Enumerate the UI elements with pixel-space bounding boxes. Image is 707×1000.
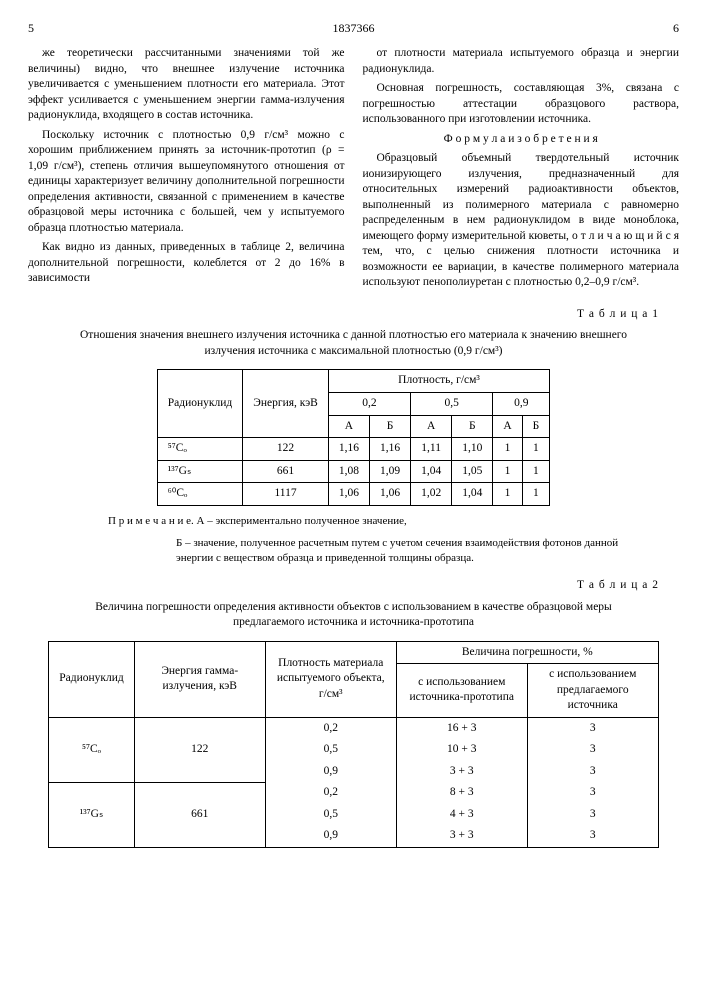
table-cell: ¹³⁷Gₛ xyxy=(157,460,243,483)
paragraph: от плотности материала испытуемого образ… xyxy=(363,46,680,77)
table-cell: 16 + 3 xyxy=(396,717,527,739)
table-row: ⁵⁷Cₒ1220,216 + 33 xyxy=(49,717,659,739)
table-cell: 1,05 xyxy=(452,460,493,483)
table-cell: ⁵⁷Cₒ xyxy=(49,717,135,782)
table-cell: 3 + 3 xyxy=(396,825,527,847)
right-column: от плотности материала испытуемого образ… xyxy=(363,46,680,295)
table-cell: 1 xyxy=(493,483,522,506)
table-cell: 1 xyxy=(522,483,550,506)
col-header: Энергия гамма-излучения, кэВ xyxy=(134,641,265,717)
col-header: Величина погрешности, % xyxy=(396,641,658,664)
table-cell: 661 xyxy=(243,460,329,483)
table-cell: 1 xyxy=(522,460,550,483)
table-cell: 1,02 xyxy=(411,483,452,506)
two-column-text: же теоретически рассчитанными значениями… xyxy=(28,46,679,295)
table-row: ⁵⁷Cₒ1221,161,161,111,1011 xyxy=(157,438,549,461)
table-cell: 10 + 3 xyxy=(396,739,527,761)
col-header: с использованием предлагаемого источника xyxy=(527,664,658,718)
paragraph: Поскольку источник с плотностью 0,9 г/см… xyxy=(28,128,345,237)
table-cell: 0,9 xyxy=(265,761,396,783)
table-cell: ⁵⁷Cₒ xyxy=(157,438,243,461)
table1-note-b: Б – значение, полученное расчетным путем… xyxy=(176,536,649,566)
table-row: ¹³⁷Gₛ6611,081,091,041,0511 xyxy=(157,460,549,483)
col-header: 0,9 xyxy=(493,392,550,415)
table-row: ¹³⁷Gₛ6610,28 + 33 xyxy=(49,782,659,804)
table2: Радионуклид Энергия гамма-излучения, кэВ… xyxy=(48,641,659,848)
table-cell: 3 xyxy=(527,825,658,847)
table-cell: 3 xyxy=(527,717,658,739)
table-cell: 122 xyxy=(243,438,329,461)
paragraph: Образцовый объемный твердотельный источн… xyxy=(363,151,680,291)
table1-label: Т а б л и ц а 1 xyxy=(28,307,659,323)
paragraph: Как видно из данных, приведенных в табли… xyxy=(28,240,345,287)
col-header: Энергия, кэВ xyxy=(243,370,329,438)
table-cell: 1,08 xyxy=(328,460,369,483)
page-header: 5 1837366 6 xyxy=(28,20,679,36)
table1-caption: Отношения значения внешнего излучения ис… xyxy=(68,328,639,359)
table2-caption: Величина погрешности определения активно… xyxy=(68,600,639,631)
table-cell: 8 + 3 xyxy=(396,782,527,804)
table-cell: 661 xyxy=(134,782,265,847)
left-column: же теоретически рассчитанными значениями… xyxy=(28,46,345,295)
table-cell: 0,5 xyxy=(265,804,396,826)
col-header: 0,5 xyxy=(411,392,493,415)
paragraph: Основная погрешность, составляющая 3%, с… xyxy=(363,81,680,128)
table-cell: 1,16 xyxy=(369,438,410,461)
table-cell: ⁶⁰Cₒ xyxy=(157,483,243,506)
table-cell: 3 xyxy=(527,804,658,826)
col-header: Радионуклид xyxy=(49,641,135,717)
table-cell: 1 xyxy=(493,460,522,483)
table-cell: 1,06 xyxy=(369,483,410,506)
col-header: А xyxy=(493,415,522,438)
table-cell: 122 xyxy=(134,717,265,782)
table-cell: 1,11 xyxy=(411,438,452,461)
paragraph: же теоретически рассчитанными значениями… xyxy=(28,46,345,124)
table-cell: 1,10 xyxy=(452,438,493,461)
table-cell: 1,04 xyxy=(452,483,493,506)
table-row: Радионуклид Энергия гамма-излучения, кэВ… xyxy=(49,641,659,664)
page-number-right: 6 xyxy=(673,20,679,36)
table-cell: ¹³⁷Gₛ xyxy=(49,782,135,847)
table-cell: 1,06 xyxy=(328,483,369,506)
col-header: с использованием источника-прототипа xyxy=(396,664,527,718)
table1: Радионуклид Энергия, кэВ Плотность, г/см… xyxy=(157,369,550,505)
col-header: Б xyxy=(522,415,550,438)
col-header: Плотность, г/см³ xyxy=(328,370,549,393)
table-cell: 3 + 3 xyxy=(396,761,527,783)
col-header: 0,2 xyxy=(328,392,410,415)
table-cell: 1 xyxy=(493,438,522,461)
table-cell: 3 xyxy=(527,761,658,783)
table-cell: 0,2 xyxy=(265,782,396,804)
table-cell: 4 + 3 xyxy=(396,804,527,826)
table-cell: 3 xyxy=(527,782,658,804)
table-cell: 3 xyxy=(527,739,658,761)
col-header: А xyxy=(411,415,452,438)
col-header: Б xyxy=(369,415,410,438)
col-header: Плотность материала испытуемого объекта,… xyxy=(265,641,396,717)
table-cell: 1 xyxy=(522,438,550,461)
table-cell: 1,16 xyxy=(328,438,369,461)
table-cell: 1,09 xyxy=(369,460,410,483)
table-cell: 0,5 xyxy=(265,739,396,761)
table-cell: 0,9 xyxy=(265,825,396,847)
col-header: Радионуклид xyxy=(157,370,243,438)
table-cell: 1117 xyxy=(243,483,329,506)
col-header: Б xyxy=(452,415,493,438)
col-header: А xyxy=(328,415,369,438)
document-number: 1837366 xyxy=(34,20,673,36)
table-cell: 1,04 xyxy=(411,460,452,483)
table1-note-a: П р и м е ч а н и е. А – экспериментальн… xyxy=(108,514,649,529)
table-row: ⁶⁰Cₒ11171,061,061,021,0411 xyxy=(157,483,549,506)
table2-label: Т а б л и ц а 2 xyxy=(28,578,659,594)
table-cell: 0,2 xyxy=(265,717,396,739)
formula-heading: Ф о р м у л а и з о б р е т е н и я xyxy=(363,132,680,148)
table-row: Радионуклид Энергия, кэВ Плотность, г/см… xyxy=(157,370,549,393)
